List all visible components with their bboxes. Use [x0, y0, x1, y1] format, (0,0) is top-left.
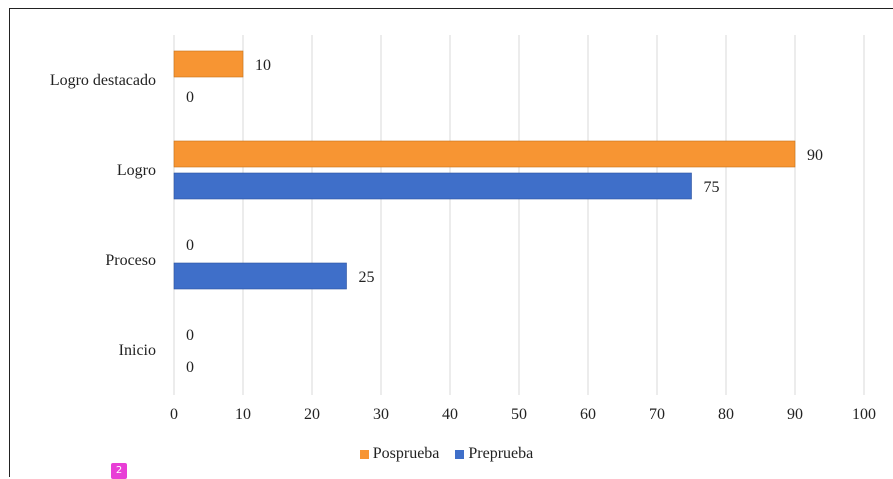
- bar-posprueba-1: [173, 140, 796, 168]
- category-label-0: Logro destacado: [50, 72, 156, 89]
- x-tick-label-70: 70: [649, 406, 665, 423]
- x-tick-label-0: 0: [170, 406, 178, 423]
- data-label-preprueba-3: 0: [186, 359, 194, 376]
- bar-preprueba-2: [173, 262, 347, 290]
- bars: [173, 50, 796, 290]
- legend-swatch-posprueba: [359, 449, 369, 459]
- data-labels: 10 0 90 75 0 25 0 0: [186, 57, 823, 376]
- category-label-2: Proceso: [105, 252, 156, 269]
- legend-item-preprueba: Preprueba: [455, 445, 533, 463]
- gridlines: [173, 35, 865, 395]
- x-tick-label-30: 30: [373, 406, 389, 423]
- x-tick-label-80: 80: [718, 406, 734, 423]
- bar-preprueba-1: [173, 172, 692, 200]
- legend-label-posprueba: Posprueba: [372, 445, 440, 462]
- legend: Posprueba Preprueba: [0, 445, 893, 464]
- x-tick-label-90: 90: [787, 406, 803, 423]
- legend-swatch-preprueba: [455, 449, 465, 459]
- x-tick-label-20: 20: [304, 406, 320, 423]
- data-label-posprueba-3: 0: [186, 327, 194, 344]
- data-label-preprueba-2: 25: [359, 269, 375, 286]
- data-label-posprueba-2: 0: [186, 237, 194, 254]
- category-labels: Logro destacado Logro Proceso Inicio: [50, 72, 156, 359]
- data-label-preprueba-0: 0: [186, 89, 194, 106]
- chart-frame: [9, 8, 893, 477]
- x-tick-labels: 0 10 20 30 40 50 60 70 80 90 100: [170, 406, 876, 423]
- legend-label-preprueba: Preprueba: [468, 445, 534, 462]
- legend-item-posprueba: Posprueba: [359, 445, 440, 463]
- x-tick-label-50: 50: [511, 406, 527, 423]
- category-label-1: Logro: [117, 162, 156, 179]
- category-label-3: Inicio: [119, 342, 156, 359]
- x-tick-label-10: 10: [235, 406, 251, 423]
- data-label-preprueba-1: 75: [704, 179, 720, 196]
- x-tick-label-60: 60: [580, 406, 596, 423]
- data-label-posprueba-1: 90: [807, 147, 823, 164]
- page-number-badge: 2: [111, 463, 127, 479]
- data-label-posprueba-0: 10: [255, 57, 271, 74]
- x-tick-label-40: 40: [442, 406, 458, 423]
- bar-posprueba-0: [173, 50, 244, 78]
- x-tick-label-100: 100: [852, 406, 876, 423]
